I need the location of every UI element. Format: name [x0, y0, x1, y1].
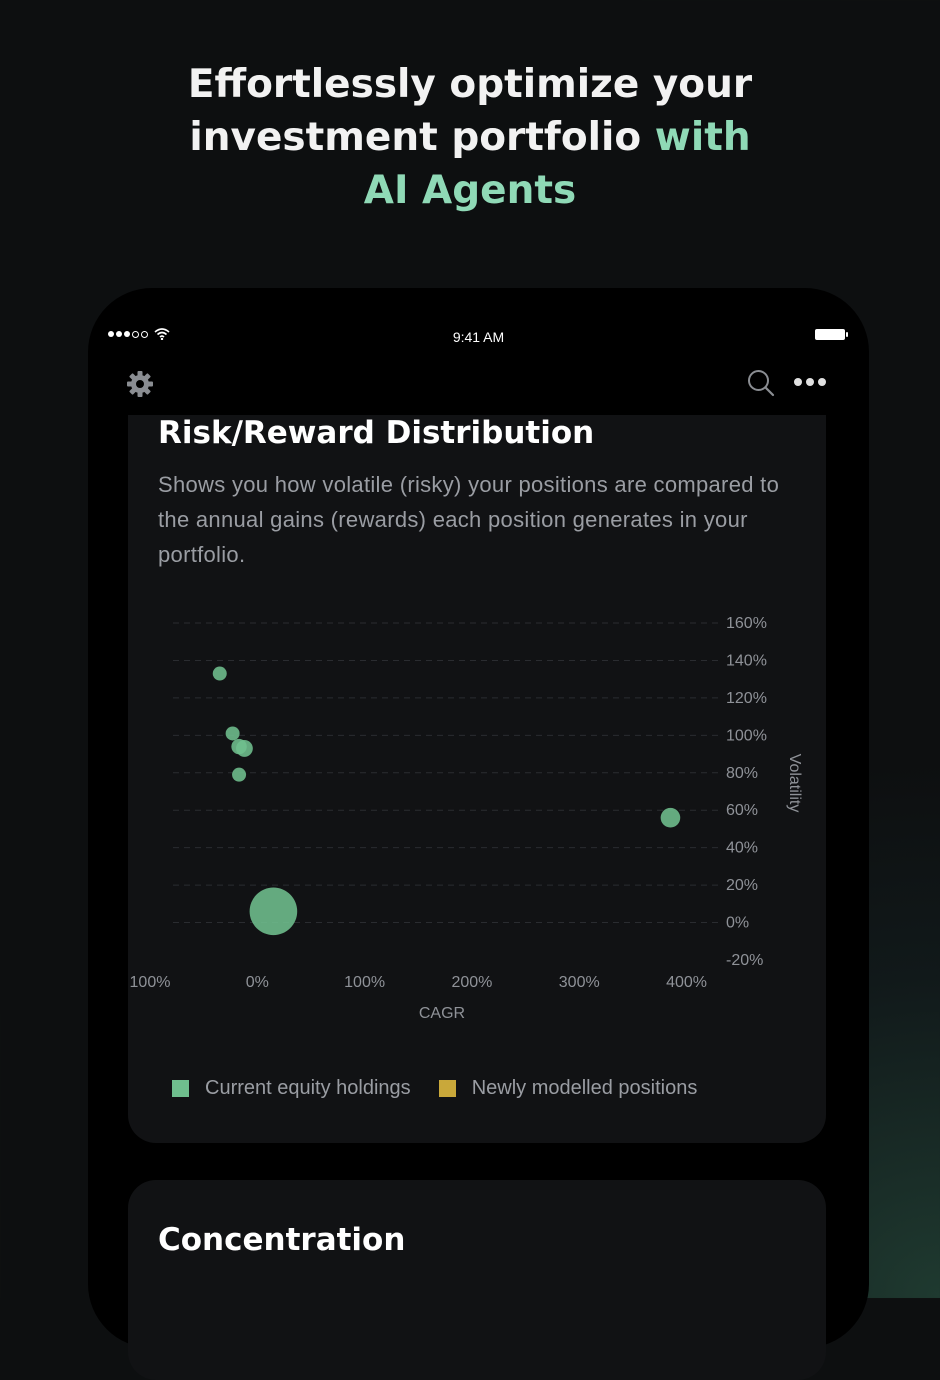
legend-swatch-current: [172, 1080, 189, 1097]
risk-card-title: Risk/Reward Distribution: [158, 415, 595, 451]
headline-line-1: Effortlessly optimize your: [187, 62, 753, 107]
concentration-card: Concentration: [128, 1180, 826, 1380]
y-tick-label: 120%: [726, 690, 767, 707]
headline: Effortlessly optimize your investment po…: [0, 58, 940, 217]
headline-line-3-accent: AI Agents: [363, 168, 577, 213]
legend-label-current: Current equity holdings: [205, 1077, 411, 1099]
x-tick-label: 200%: [451, 974, 492, 991]
y-tick-label: 100%: [726, 727, 767, 744]
status-time: 9:41 AM: [452, 329, 505, 345]
headline-line-2-plain: investment portfolio: [189, 115, 655, 160]
phone-frame: 9:41 AM Risk/Reward Distribution Shows y…: [88, 288, 869, 1380]
concentration-card-title: Concentration: [158, 1222, 406, 1258]
x-tick-label: 400%: [666, 974, 707, 991]
risk-reward-chart: 160% 140% 120% 100% 80% 60% 40% 20% 0% -20% 100% 0%…: [130, 615, 803, 1022]
scatter-point[interactable]: [225, 726, 240, 741]
x-tick-label: 300%: [559, 974, 600, 991]
y-tick-label: 0%: [726, 915, 749, 932]
y-tick-label: 20%: [726, 877, 758, 894]
headline-line-2-accent: with: [654, 115, 751, 160]
headline-line-2: investment portfolio with: [0, 111, 940, 164]
y-tick-label: 160%: [726, 615, 767, 632]
scatter-point[interactable]: [236, 740, 253, 757]
scatter-point[interactable]: [232, 767, 247, 782]
legend-label-modelled: Newly modelled positions: [471, 1077, 698, 1099]
legend-item-current[interactable]: Current equity holdings: [172, 1077, 411, 1100]
search-icon[interactable]: [746, 368, 776, 398]
x-tick-label: 100%: [130, 974, 171, 991]
scatter-point[interactable]: [212, 666, 227, 681]
scatter-point[interactable]: [660, 807, 681, 828]
risk-reward-card: Risk/Reward Distribution Shows you how v…: [128, 415, 826, 1143]
signal-dots-icon: [108, 328, 170, 340]
y-tick-label: -20%: [726, 952, 763, 969]
y-tick-label: 80%: [726, 765, 758, 782]
y-tick-label: 60%: [726, 802, 758, 819]
y-tick-label: 40%: [726, 840, 758, 857]
x-axis-label: CAGR: [419, 1005, 465, 1022]
y-axis-label: Volatility: [786, 754, 803, 813]
scatter-point[interactable]: [249, 887, 298, 936]
legend-swatch-modelled: [438, 1080, 456, 1097]
more-icon[interactable]: [794, 378, 826, 386]
risk-card-description: Shows you how volatile (risky) your posi…: [158, 472, 780, 567]
legend-item-modelled[interactable]: Newly modelled positions: [438, 1077, 698, 1100]
status-bar: 9:41 AM: [88, 288, 869, 378]
battery-icon: [815, 329, 848, 340]
wifi-icon: [154, 328, 170, 340]
x-tick-label: 100%: [344, 974, 385, 991]
y-tick-label: 140%: [726, 652, 767, 669]
x-tick-label: 0%: [246, 974, 269, 991]
chart-legend: Current equity holdings Newly modelled p…: [172, 1077, 697, 1100]
gear-icon[interactable]: [124, 368, 156, 400]
